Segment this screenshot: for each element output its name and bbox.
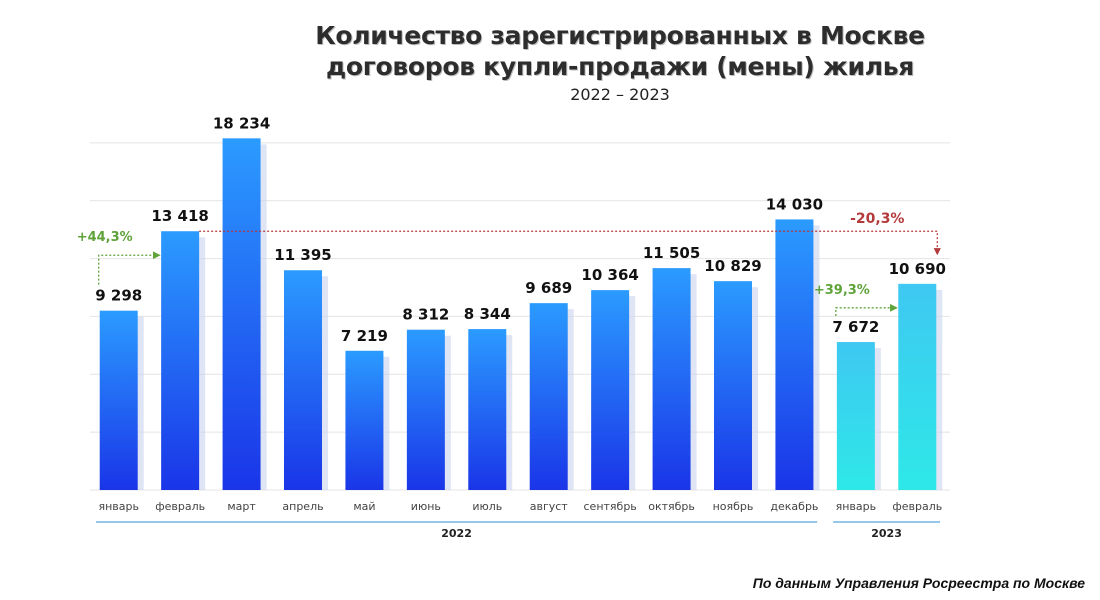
- x-tick-label: октябрь: [648, 500, 695, 513]
- x-tick-label: май: [353, 500, 375, 513]
- growth-annotation: +39,3%: [814, 283, 870, 298]
- bar: [222, 138, 261, 490]
- chart-subtitle: 2022 – 2023: [570, 85, 670, 104]
- bar: [529, 303, 568, 490]
- decline-arrow: [199, 230, 941, 256]
- x-tick-label: август: [530, 500, 569, 513]
- year-label: 2023: [871, 527, 902, 540]
- bar: [99, 310, 138, 490]
- bar: [468, 329, 507, 490]
- bar-value-label: 10 829: [704, 257, 761, 275]
- bar-value-label: 7 219: [341, 327, 388, 345]
- chart-title-line-2: договоров купли-продажи (мены) жилья: [325, 52, 915, 81]
- value-labels: 9 298 13 418 18 234 11 395 7 219 8 312 8 344 9 …: [95, 114, 946, 344]
- bar-value-label: 9 689: [525, 279, 572, 297]
- growth-arrow: [835, 303, 898, 317]
- bar-value-label: 8 344: [464, 305, 511, 323]
- year-label: 2022: [441, 527, 472, 540]
- chart-title: Количество зарегистрированных в Москве д…: [250, 20, 990, 104]
- bar: [161, 231, 200, 490]
- bar-value-label: 10 690: [889, 260, 946, 278]
- x-tick-label: декабрь: [770, 500, 818, 513]
- bar: [898, 283, 937, 490]
- bar-value-label: 11 395: [274, 246, 331, 264]
- bar: [591, 290, 630, 490]
- bar: [775, 219, 814, 490]
- annotations: +44,3% +39,3% -20,3%: [77, 211, 941, 317]
- bar-value-label: 18 234: [213, 114, 270, 132]
- bar: [284, 270, 322, 490]
- bar-value-label: 14 030: [766, 195, 823, 213]
- x-tick-label: февраль: [155, 500, 205, 513]
- bar-value-label: 8 312: [402, 306, 449, 324]
- decline-annotation: -20,3%: [850, 211, 904, 227]
- x-tick-label: январь: [98, 500, 139, 513]
- source-note: По данным Управления Росреестра по Москв…: [752, 575, 1085, 591]
- x-tick-label: июль: [472, 500, 502, 513]
- chart-title-line-1: Количество зарегистрированных в Москве: [315, 21, 925, 50]
- x-tick-labels: январь февраль март апрель май июнь июль август…: [98, 500, 942, 513]
- growth-annotation: +44,3%: [77, 230, 133, 245]
- x-tick-label: июнь: [411, 500, 441, 513]
- bar: [836, 342, 875, 490]
- x-tick-label: сентябрь: [584, 500, 637, 513]
- bars: [99, 138, 943, 490]
- bar: [652, 268, 691, 490]
- x-tick-label: апрель: [282, 500, 323, 513]
- bar-value-label: 9 298: [95, 287, 142, 305]
- bar-value-label: 13 418: [151, 207, 208, 225]
- year-groups: 2022 2023: [96, 521, 940, 540]
- x-tick-label: ноябрь: [713, 500, 754, 513]
- growth-arrow: [98, 251, 161, 285]
- bar: [714, 281, 752, 490]
- bar-value-label: 7 672: [832, 318, 879, 336]
- bar: [345, 350, 384, 490]
- bar-value-label: 11 505: [643, 244, 700, 262]
- x-tick-label: февраль: [892, 500, 942, 513]
- x-tick-label: январь: [836, 500, 877, 513]
- bar-value-label: 10 364: [581, 266, 638, 284]
- bar: [406, 329, 445, 490]
- x-tick-label: март: [227, 500, 256, 513]
